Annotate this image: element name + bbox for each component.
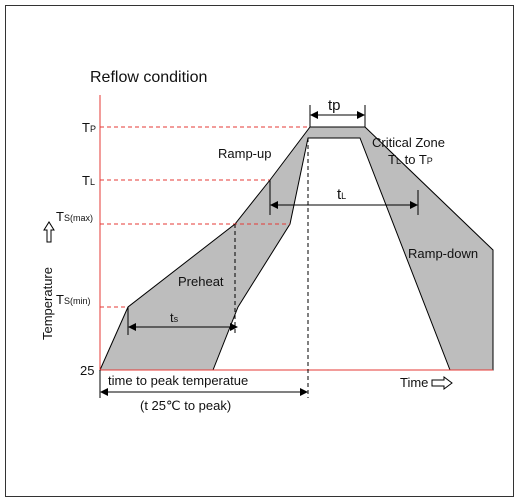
- title: Reflow condition: [90, 69, 207, 86]
- ramp-up-label: Ramp-up: [218, 146, 271, 161]
- time-to-peak-label: time to peak temperatue: [108, 373, 248, 388]
- level-lines: [100, 126, 310, 308]
- critical-zone-label: Critical Zone: [372, 135, 445, 150]
- time-to-peak-note: (t 25℃ to peak): [140, 398, 231, 413]
- level-label: 25: [80, 363, 94, 378]
- tp-label: tp: [328, 97, 341, 114]
- level-label: TS(max): [56, 209, 93, 224]
- frame: [5, 5, 514, 497]
- time-arrow: [431, 376, 453, 390]
- tl-label: tL: [337, 186, 346, 203]
- y-axis-label: Temperature: [40, 267, 55, 340]
- critical-range-label: TL to TP: [388, 152, 433, 167]
- ramp-down-label: Ramp-down: [408, 246, 478, 261]
- level-label: TL: [82, 173, 95, 188]
- level-label: TS(min): [56, 292, 90, 307]
- ts-label: ts: [170, 310, 179, 325]
- temp-arrow: [43, 221, 55, 243]
- level-label: TP: [82, 120, 96, 135]
- arrows: [100, 111, 418, 396]
- preheat-label: Preheat: [178, 274, 224, 289]
- x-axis-label: Time: [400, 375, 428, 390]
